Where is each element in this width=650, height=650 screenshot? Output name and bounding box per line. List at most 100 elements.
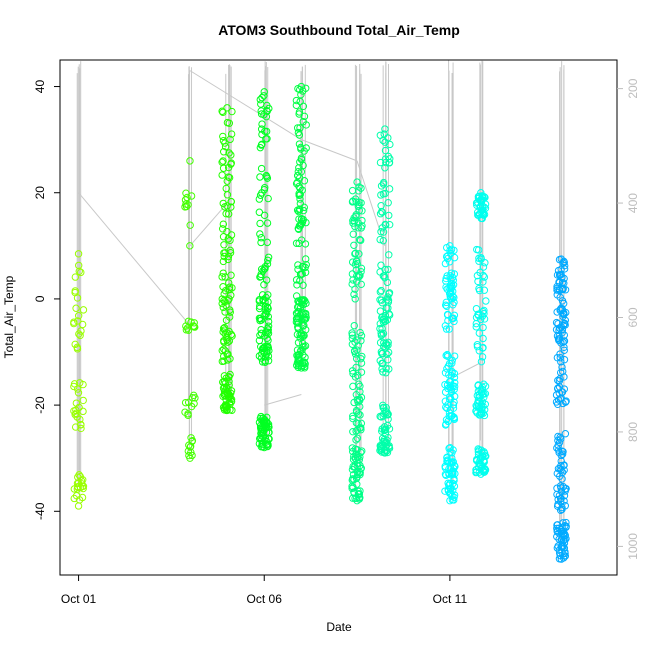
- data-point: [294, 167, 302, 176]
- data-point: [446, 479, 454, 488]
- data-point: [228, 406, 236, 414]
- data-point: [386, 140, 394, 149]
- data-point: [352, 354, 361, 363]
- data-point: [227, 271, 235, 279]
- data-point: [448, 356, 456, 364]
- data-point: [381, 164, 389, 172]
- data-point: [260, 185, 269, 194]
- grey-transit-line: [189, 70, 302, 141]
- data-point: [74, 312, 83, 320]
- data-point: [562, 518, 570, 527]
- data-point: [227, 151, 235, 159]
- data-point: [297, 236, 306, 244]
- data-point: [76, 331, 84, 340]
- data-point: [219, 257, 228, 266]
- data-point: [295, 164, 303, 172]
- data-point: [385, 220, 394, 229]
- data-point: [78, 320, 87, 329]
- data-point: [186, 221, 194, 229]
- data-point: [557, 451, 565, 460]
- data-point: [355, 198, 363, 206]
- data-point: [476, 456, 484, 465]
- data-point: [186, 242, 194, 250]
- data-point: [356, 461, 364, 470]
- data-point: [227, 197, 236, 206]
- y-axis: 40 20 0 -20 -40: [33, 80, 60, 520]
- data-point: [377, 182, 386, 190]
- data-point: [385, 443, 393, 451]
- data-point: [553, 271, 562, 279]
- data-point: [441, 259, 450, 268]
- data-point: [255, 336, 264, 345]
- plot-frame: [59, 59, 618, 576]
- grey-transit-line: [189, 203, 228, 247]
- data-point: [348, 186, 357, 195]
- data-point: [478, 353, 487, 361]
- data-point: [357, 359, 366, 367]
- data-point: [378, 365, 386, 373]
- data-point: [557, 265, 565, 273]
- data-point: [225, 149, 233, 157]
- data-point: [553, 544, 562, 552]
- data-point: [355, 201, 363, 209]
- x-tick-label: Oct 11: [433, 592, 468, 606]
- data-point: [450, 317, 458, 326]
- data-point: [293, 124, 302, 132]
- data-point: [70, 407, 78, 415]
- data-point: [352, 419, 361, 427]
- data-point: [560, 466, 568, 474]
- data-point: [255, 195, 264, 203]
- data-point: [70, 318, 78, 326]
- data-point: [71, 287, 79, 295]
- data-point: [72, 304, 80, 312]
- data-point: [478, 344, 487, 352]
- data-point: [260, 211, 269, 220]
- data-point: [473, 457, 481, 465]
- data-point: [475, 257, 483, 265]
- data-point: [476, 268, 484, 277]
- data-point: [378, 349, 386, 358]
- data-point: [224, 173, 233, 181]
- data-point: [222, 374, 230, 382]
- data-point: [73, 345, 82, 353]
- data-point: [558, 447, 566, 455]
- data-point: [296, 184, 304, 193]
- data-point: [477, 400, 486, 409]
- data-point: [218, 357, 227, 366]
- data-point: [474, 192, 483, 201]
- data-point: [353, 260, 361, 268]
- data-point: [264, 317, 273, 326]
- data-point: [376, 235, 384, 244]
- data-point: [552, 318, 561, 327]
- data-point: [295, 131, 304, 139]
- data-point: [294, 225, 303, 233]
- data-point: [185, 441, 193, 449]
- data-point: [444, 352, 452, 361]
- data-point: [294, 351, 302, 360]
- data-point: [450, 415, 459, 424]
- data-point: [553, 524, 561, 533]
- data-point: [258, 120, 266, 128]
- data-point: [559, 285, 567, 294]
- data-point: [556, 350, 564, 358]
- data-point: [358, 216, 366, 225]
- data-point: [357, 354, 365, 363]
- data-point: [220, 345, 228, 353]
- data-point: [445, 469, 453, 478]
- data-point: [221, 308, 229, 316]
- data-point: [558, 450, 567, 458]
- data-point: [263, 324, 272, 333]
- data-point: [264, 194, 272, 203]
- data-point: [225, 285, 234, 294]
- data-point: [385, 251, 393, 259]
- data-point: [219, 132, 227, 141]
- data-point: [446, 489, 455, 497]
- data-point: [218, 225, 227, 233]
- data-point: [447, 484, 455, 493]
- data-point: [475, 284, 483, 293]
- data-point: [219, 157, 227, 165]
- data-point: [450, 253, 459, 262]
- data-point: [474, 277, 482, 286]
- data-point: [74, 483, 82, 492]
- data-point: [228, 107, 236, 116]
